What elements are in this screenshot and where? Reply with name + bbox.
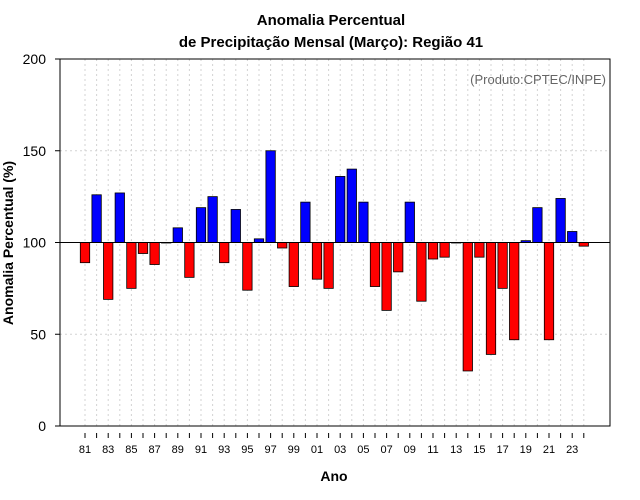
bar-2018 <box>509 242 520 341</box>
bar-2008 <box>393 242 404 273</box>
bar-2020 <box>532 207 543 243</box>
y-tick-label: 50 <box>30 326 46 342</box>
y-tick-label: 150 <box>23 143 47 159</box>
bar-1995 <box>242 242 253 291</box>
x-tick-label: 93 <box>218 444 230 456</box>
bar-1992 <box>207 196 218 243</box>
bar-2015 <box>474 242 485 258</box>
bar-2023 <box>567 231 578 243</box>
bar-1989 <box>172 227 183 243</box>
x-tick-label: 81 <box>79 444 91 456</box>
chart-subtitle: de Precipitação Mensal (Março): Região 4… <box>179 34 483 51</box>
bar-2000 <box>300 201 311 243</box>
bar-2022 <box>555 198 566 243</box>
bar-1991 <box>195 207 207 243</box>
bar-1997 <box>265 150 276 243</box>
bar-1996 <box>253 238 265 243</box>
x-tick-label: 89 <box>172 444 184 456</box>
x-tick-label: 11 <box>427 444 438 456</box>
x-tick-label: 85 <box>125 444 137 456</box>
bar-1993 <box>219 242 230 264</box>
x-tick-label: 21 <box>543 444 555 456</box>
y-tick-label: 100 <box>23 235 47 251</box>
bar-1982 <box>91 194 102 243</box>
chart-title: Anomalia Percentual <box>257 12 405 29</box>
y-axis: 0 50 100 150 200 <box>23 51 60 434</box>
x-tick-label: 17 <box>496 444 508 456</box>
source-annotation: (Produto:CPTEC/INPE) <box>470 72 606 87</box>
x-tick-label: 95 <box>241 444 253 456</box>
bars <box>79 150 589 372</box>
x-tick-label: 91 <box>195 444 207 456</box>
bar-2003 <box>335 176 346 243</box>
y-tick-label: 0 <box>38 418 46 434</box>
bar-2001 <box>311 242 323 280</box>
x-tick-label: 07 <box>380 444 392 456</box>
bar-2002 <box>323 242 334 289</box>
x-tick-label: 99 <box>288 444 300 456</box>
x-tick-label: 05 <box>357 444 369 456</box>
bar-1985 <box>126 242 137 289</box>
x-tick-label: 01 <box>311 444 323 456</box>
bar-1984 <box>114 192 125 243</box>
bar-1998 <box>277 242 288 249</box>
x-tick-label: 03 <box>334 444 346 456</box>
bar-2012 <box>439 242 450 258</box>
bar-1986 <box>137 242 149 254</box>
bar-2011 <box>427 242 439 260</box>
bar-1990 <box>184 242 195 278</box>
bar-1981 <box>79 242 91 264</box>
x-tick-label: 15 <box>473 444 485 456</box>
y-axis-label: Anomalia Percentual (%) <box>0 161 16 325</box>
x-tick-label: 83 <box>102 444 114 456</box>
x-tick-label: 97 <box>264 444 276 456</box>
x-tick-label: 13 <box>450 444 462 456</box>
x-axis-label: Ano <box>320 468 347 484</box>
x-tick-label: 09 <box>404 444 416 456</box>
bar-2004 <box>346 168 357 243</box>
bar-1994 <box>230 209 241 243</box>
x-tick-label: 19 <box>520 444 532 456</box>
bar-2010 <box>416 242 427 302</box>
bar-2009 <box>404 201 415 243</box>
x-axis: 81 83 85 87 89 91 93 95 97 99 01 03 05 07 09 11 13 15 17 19… <box>79 433 585 456</box>
bar-1987 <box>149 242 160 265</box>
bar-1999 <box>288 242 299 287</box>
x-tick-label: 23 <box>566 444 578 456</box>
x-tick-label: 87 <box>148 444 160 456</box>
gridlines <box>60 58 610 427</box>
bar-2014 <box>462 242 473 372</box>
bar-2006 <box>369 242 381 287</box>
bar-2007 <box>381 242 392 311</box>
bar-2024 <box>578 242 589 247</box>
bar-2016 <box>485 242 497 355</box>
bar-2005 <box>358 201 369 243</box>
bar-1983 <box>103 242 114 300</box>
bar-2021 <box>543 242 555 341</box>
bar-2017 <box>497 242 508 289</box>
y-tick-label: 200 <box>23 51 47 67</box>
